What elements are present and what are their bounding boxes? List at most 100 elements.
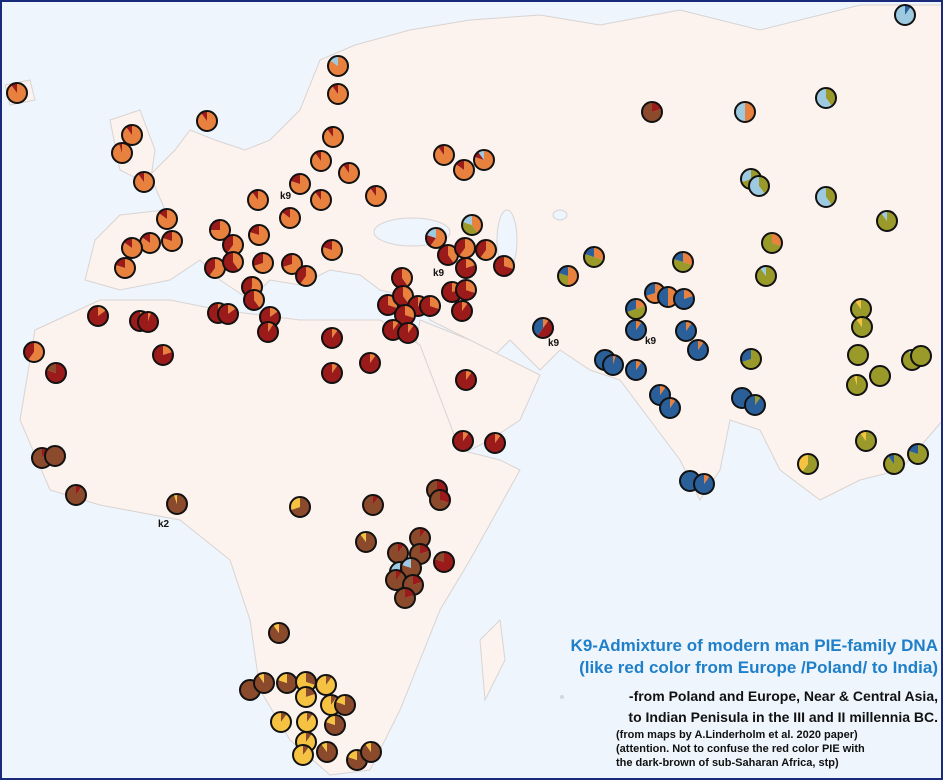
pie-slice: [152, 345, 173, 366]
pie-slice: [594, 247, 604, 261]
pie-outline: [161, 230, 183, 252]
pie-outline: [295, 686, 317, 708]
pie-outline: [394, 587, 416, 609]
pie-slice: [295, 672, 316, 692]
pie-outline: [315, 674, 337, 696]
pie-slice: [112, 143, 133, 163]
pie-slice: [292, 745, 313, 765]
pie-outline: [455, 279, 477, 301]
pie-slice: [315, 151, 321, 161]
pie: [65, 484, 87, 506]
pie-slice: [347, 750, 357, 760]
pie-outline: [289, 173, 311, 195]
pie-slice: [398, 543, 404, 553]
pie-slice: [282, 254, 292, 268]
pie-slice: [855, 299, 861, 309]
pie: [248, 224, 270, 246]
pie-slice: [420, 296, 440, 317]
pie-slice: [253, 253, 263, 267]
pie-slice: [463, 431, 469, 441]
pie-slice: [493, 256, 514, 276]
pie-slice: [484, 433, 505, 454]
pie-outline: [602, 354, 624, 376]
pie-slice: [396, 570, 402, 580]
pie: [338, 162, 360, 184]
pie-slice: [670, 398, 676, 408]
pie: [659, 397, 681, 419]
pie-slice: [452, 301, 473, 321]
pie: [387, 542, 409, 564]
pie-slice: [296, 687, 317, 708]
pie-outline: [433, 551, 455, 573]
pie-slice: [392, 286, 409, 307]
pie-slice: [741, 349, 751, 363]
pie-slice: [201, 111, 207, 121]
pie-slice: [222, 252, 239, 272]
pie-slice: [300, 266, 317, 286]
pie-slice: [537, 319, 553, 338]
pie: [324, 714, 346, 736]
pie-slice: [602, 355, 623, 375]
pie-outline: [137, 311, 159, 333]
pie-slice: [316, 742, 337, 763]
pie-slice: [584, 253, 604, 267]
pie: [362, 494, 384, 516]
pie-slice: [438, 145, 444, 155]
title: K9-Admixture of modern man PIE-family DN…: [571, 636, 938, 655]
pie-outline: [359, 352, 381, 374]
pie: [289, 173, 311, 195]
pie-slice: [558, 266, 568, 276]
pie-outline: [625, 359, 647, 381]
pie-outline: [419, 295, 441, 317]
pie: [355, 531, 377, 553]
pie: [359, 352, 381, 374]
pie: [910, 345, 932, 367]
pie-outline: [270, 711, 292, 733]
pie-outline: [455, 257, 477, 279]
pie: [851, 316, 873, 338]
pie: [217, 303, 239, 325]
pie-outline: [322, 126, 344, 148]
pie-slice: [227, 235, 243, 255]
pie-slice: [322, 328, 342, 349]
pie-outline: [815, 87, 837, 109]
pie-slice: [343, 163, 349, 173]
pie-slice: [393, 320, 399, 330]
pie-outline: [675, 320, 697, 342]
pie-slice: [306, 687, 316, 697]
pie: [391, 267, 413, 289]
pie: [675, 320, 697, 342]
pie: [377, 294, 399, 316]
pie: [876, 210, 898, 232]
pie-outline: [455, 369, 477, 391]
pie: [846, 374, 868, 396]
pie-outline: [253, 672, 275, 694]
pie-slice: [325, 715, 346, 735]
pie-slice: [244, 290, 260, 311]
pie-outline: [45, 362, 67, 384]
pie-outline: [289, 496, 311, 518]
pie-slice: [673, 252, 683, 262]
pie-outline: [327, 55, 349, 77]
pie-outline: [310, 189, 332, 211]
pie: [761, 232, 783, 254]
pie-slice: [209, 258, 225, 278]
pie-outline: [362, 494, 384, 516]
pie: [295, 265, 317, 287]
pie-slice: [459, 238, 475, 258]
pie: [815, 87, 837, 109]
pie-outline: [748, 175, 770, 197]
pie-outline: [243, 289, 265, 311]
pie-slice: [856, 317, 862, 327]
pie-slice: [698, 340, 704, 350]
pie-slice: [645, 283, 655, 297]
pie-outline: [452, 430, 474, 452]
note: (attention. Not to confuse the red color…: [616, 743, 865, 755]
pie-outline: [152, 344, 174, 366]
pie: [672, 251, 694, 273]
pie-slice: [456, 280, 476, 301]
pie-slice: [456, 370, 477, 391]
pie-outline: [65, 484, 87, 506]
pie: [360, 741, 382, 763]
